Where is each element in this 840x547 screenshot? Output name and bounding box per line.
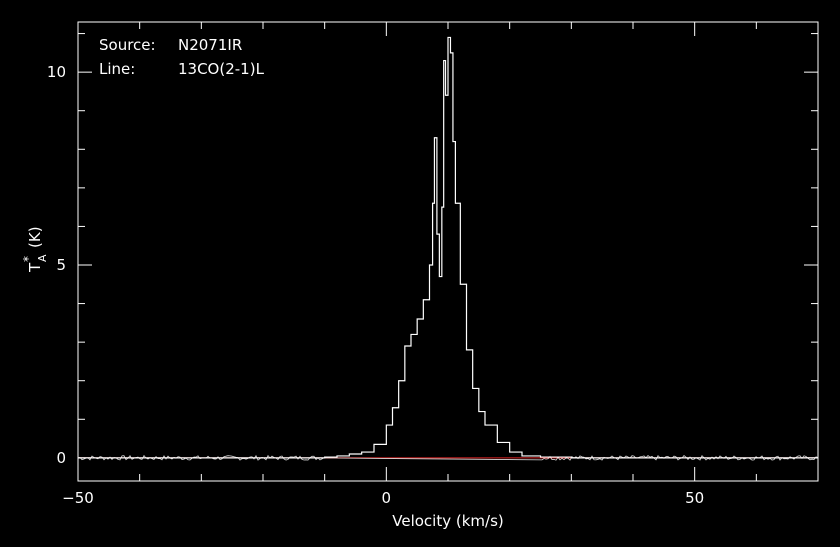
y-axis-label-main: T <box>26 262 44 273</box>
spectrum-line <box>78 36 818 459</box>
line-label: Line: <box>99 60 135 78</box>
y-axis-label: T * A (K) <box>21 226 49 273</box>
line-value: 13CO(2-1)L <box>178 60 265 78</box>
source-value: N2071IR <box>178 36 242 54</box>
y-axis-label-unit: (K) <box>26 226 44 248</box>
x-axis-label: Velocity (km/s) <box>392 512 503 530</box>
axis-tick-labels: −50 0 50 0 5 10 <box>47 63 704 507</box>
x-tick-label: −50 <box>62 489 94 507</box>
y-axis-label-sup: * <box>21 256 35 262</box>
y-tick-label: 0 <box>56 449 66 467</box>
baseline-noise <box>77 454 819 461</box>
y-tick-label: 10 <box>47 63 66 81</box>
x-tick-label: 0 <box>382 489 392 507</box>
source-label: Source: <box>99 36 156 54</box>
y-tick-label: 5 <box>56 256 66 274</box>
y-axis-label-sub: A <box>36 254 49 262</box>
x-tick-label: 50 <box>685 489 704 507</box>
